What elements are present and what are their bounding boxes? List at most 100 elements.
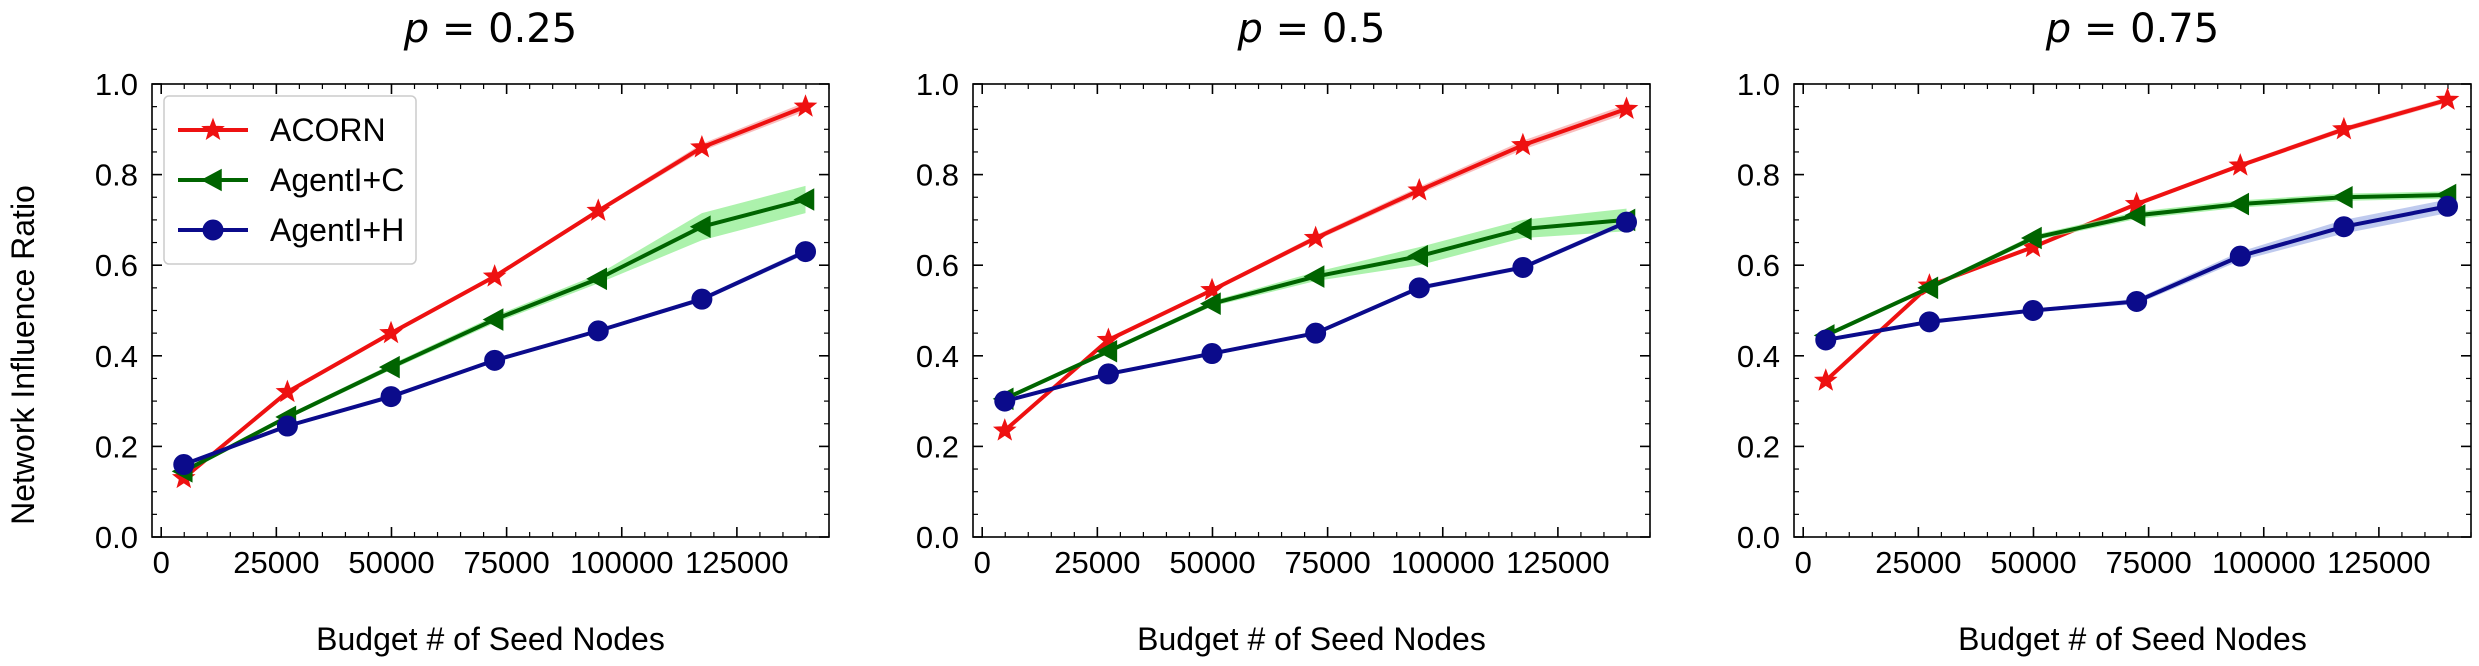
data-point [1917,276,1939,300]
x-tick-label: 100000 [570,545,673,580]
y-tick-label: 0.2 [1737,429,1780,464]
data-point [1303,265,1325,288]
data-point [379,320,403,344]
series-agenti-h [173,241,817,476]
data-point [2435,87,2460,110]
series-agenti-h [994,211,1638,412]
data-point [1408,277,1430,299]
x-axis-label: Budget # of Seed Nodes [1958,621,2307,657]
legend: ACORN AgentI+C AgentI+H [163,95,417,265]
x-tick-label: 125000 [2327,545,2430,580]
data-point [1510,217,1532,241]
data-point [2332,116,2356,140]
data-point [793,188,815,211]
x-tick-label: 100000 [2212,545,2315,580]
data-point [2437,195,2459,217]
x-tick-label: 75000 [464,545,550,580]
data-point [1407,244,1429,268]
x-tick-label: 100000 [1391,545,1494,580]
data-point [1918,311,1940,333]
y-tick-label: 0.4 [1737,339,1780,374]
panel-title-variable: p [2045,6,2071,52]
x-tick-label: 25000 [233,545,319,580]
data-point [586,267,608,291]
x-tick-label: 25000 [1875,545,1961,580]
panel-title: p = 0.5 [1237,6,1386,52]
y-tick-label: 1.0 [1737,67,1780,102]
data-point [992,418,1017,441]
data-point [484,349,506,371]
series-confidence-band [1825,97,2448,383]
y-tick-label: 0.6 [1737,248,1780,283]
x-tick-label: 25000 [1054,545,1140,580]
data-point [2331,185,2353,209]
panel-title-value: = 0.5 [1263,6,1386,52]
x-axis-label: Budget # of Seed Nodes [1137,621,1486,657]
figure-y-axis-label: Network Influence Ratio [5,185,41,525]
x-tick-label: 50000 [1169,545,1255,580]
series-line [1824,97,2449,383]
data-point [2124,191,2149,215]
y-tick-label: 1.0 [95,67,138,102]
x-axis-label: Budget # of Seed Nodes [316,621,665,657]
x-tick-label: 75000 [1285,545,1371,580]
data-point [378,355,400,379]
x-tick-label: 125000 [1506,545,1609,580]
legend-label: AgentI+H [270,212,404,248]
data-point [1815,329,1837,351]
x-tick-label: 0 [974,545,991,580]
y-tick-label: 0.0 [95,520,138,555]
y-tick-label: 0.4 [95,339,138,374]
data-point [276,415,298,437]
data-point [1614,96,1639,119]
chart-panel-3: p = 0.75 0 25000 50000 75000 100000 125000 0.0 0… [1737,6,2472,657]
data-point [795,241,817,263]
data-point [2020,226,2042,250]
series-line [1003,217,1627,401]
y-tick-label: 1.0 [916,67,959,102]
y-tick-label: 0.8 [916,158,959,193]
data-point [1097,363,1119,385]
data-point [793,94,818,117]
data-point [1512,256,1534,278]
x-tick-label: 0 [153,545,170,580]
data-point [1511,132,1535,156]
legend-box [163,95,417,265]
legend-label: AgentI+C [270,162,404,198]
x-tick-label: 50000 [348,545,434,580]
series-confidence-band [183,185,806,474]
y-tick-label: 0.2 [95,429,138,464]
chart-panels: p = 0.25 0 25000 50000 75000 100000 125000 0.0 0… [95,6,2472,657]
legend-marker [202,219,224,241]
data-point [2228,153,2253,176]
data-point [173,454,195,476]
y-tick-label: 0.4 [916,339,959,374]
plot-frame [1793,83,2472,538]
data-point [994,390,1016,412]
series-confidence-band [1004,208,1627,402]
series-agenti-h [1815,195,2459,351]
data-point [689,215,711,238]
panel-title: p = 0.25 [403,6,577,52]
y-tick-label: 0.0 [916,520,959,555]
data-point [482,308,504,331]
data-point [275,379,300,403]
legend-label: ACORN [270,112,386,148]
chart-panel-2: p = 0.5 0 25000 50000 75000 100000 125000 0.0 0.… [916,6,1651,657]
x-tick-label: 0 [1795,545,1812,580]
panel-title-variable: p [1237,6,1263,52]
y-tick-label: 0.8 [1737,158,1780,193]
y-tick-label: 0.0 [1737,520,1780,555]
chart-panel-1: p = 0.25 0 25000 50000 75000 100000 125000 0.0 0… [95,6,830,657]
data-point [586,198,611,221]
data-point [2124,204,2146,227]
data-point [482,264,507,287]
data-point [1201,343,1223,365]
y-tick-label: 0.6 [916,248,959,283]
data-point [2228,192,2250,216]
y-tick-label: 0.6 [95,248,138,283]
data-point [1616,211,1638,233]
series-acorn [992,96,1639,441]
data-point [691,288,713,310]
y-tick-label: 0.2 [916,429,959,464]
